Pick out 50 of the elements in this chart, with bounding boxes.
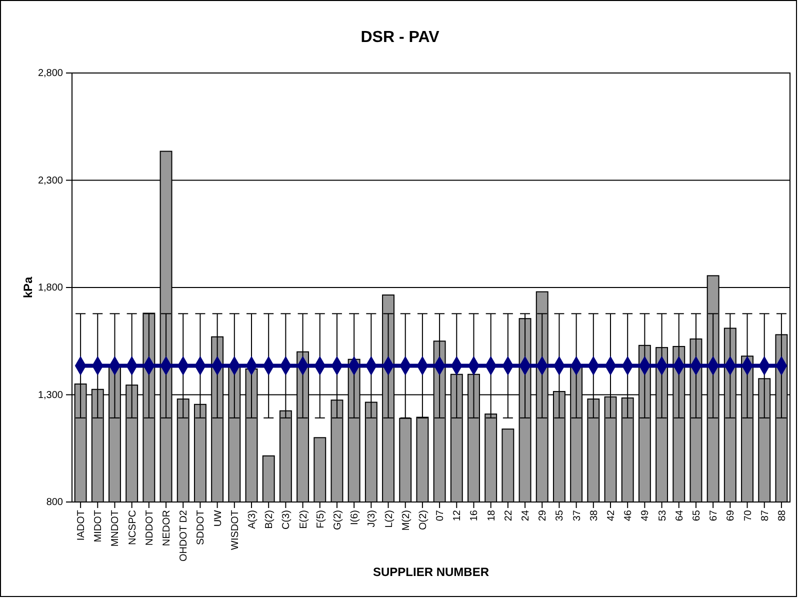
x-tick-label: M(2) xyxy=(400,510,412,531)
x-tick-label: 46 xyxy=(623,510,634,522)
x-tick-label: OHDOT D2 xyxy=(178,510,190,562)
x-tick-label: 24 xyxy=(520,510,532,522)
x-tick-label: J(3) xyxy=(366,510,378,528)
x-tick-label: NDDOT xyxy=(144,510,156,546)
x-tick-label: 37 xyxy=(572,510,583,522)
y-tick-label: 2,300 xyxy=(38,175,64,186)
x-tick-label: C(3) xyxy=(281,510,292,530)
x-tick-label: 87 xyxy=(760,510,771,522)
x-tick-label: SDDOT xyxy=(196,510,207,545)
x-tick-label: 49 xyxy=(640,510,652,522)
x-tick-label: 18 xyxy=(486,510,498,522)
y-tick-label: 2,800 xyxy=(38,68,64,80)
x-tick-label: E(2) xyxy=(298,510,310,529)
x-tick-label: 42 xyxy=(606,510,617,522)
x-tick-label: 64 xyxy=(674,510,686,522)
x-tick-label: 65 xyxy=(691,510,702,522)
x-tick-label: WISDOT xyxy=(230,510,241,550)
x-tick-label: A(3) xyxy=(247,510,258,529)
x-tick-label: MIDOT xyxy=(93,510,104,542)
y-axis-title: kPa xyxy=(21,276,35,298)
x-tick-label: 35 xyxy=(554,510,566,522)
x-tick-label: I(6) xyxy=(350,510,361,525)
x-tick-label: 12 xyxy=(452,510,464,522)
x-tick-label: 53 xyxy=(657,510,668,522)
chart-title: DSR - PAV xyxy=(360,29,440,46)
x-tick-label: L(2) xyxy=(384,510,395,528)
y-tick-label: 1,800 xyxy=(38,282,64,294)
x-tick-label: 67 xyxy=(708,510,720,522)
x-tick-label: 22 xyxy=(503,510,514,522)
x-tick-label: MNDOT xyxy=(110,510,122,547)
x-tick-label: 70 xyxy=(742,510,754,522)
y-tick-label: 800 xyxy=(46,497,64,508)
x-tick-label: G(2) xyxy=(332,510,344,530)
x-tick-label: UW xyxy=(212,509,224,527)
x-axis-title: SUPPLIER NUMBER xyxy=(372,565,490,579)
x-tick-label: 16 xyxy=(469,510,480,522)
x-tick-label: NEDOR xyxy=(162,510,173,546)
x-tick-label: 69 xyxy=(726,510,737,522)
x-tick-label: 29 xyxy=(538,510,549,522)
x-tick-label: 38 xyxy=(588,510,600,522)
x-tick-label: IADOT xyxy=(76,510,88,541)
x-tick-label: 88 xyxy=(776,510,788,522)
x-tick-label: NCSPC xyxy=(127,510,138,546)
x-tick-label: O(2) xyxy=(418,510,429,530)
x-tick-label: B(2) xyxy=(264,510,276,529)
x-tick-label: F(5) xyxy=(315,510,326,528)
y-tick-label: 1,300 xyxy=(38,390,64,401)
x-tick-label: 07 xyxy=(435,510,446,522)
